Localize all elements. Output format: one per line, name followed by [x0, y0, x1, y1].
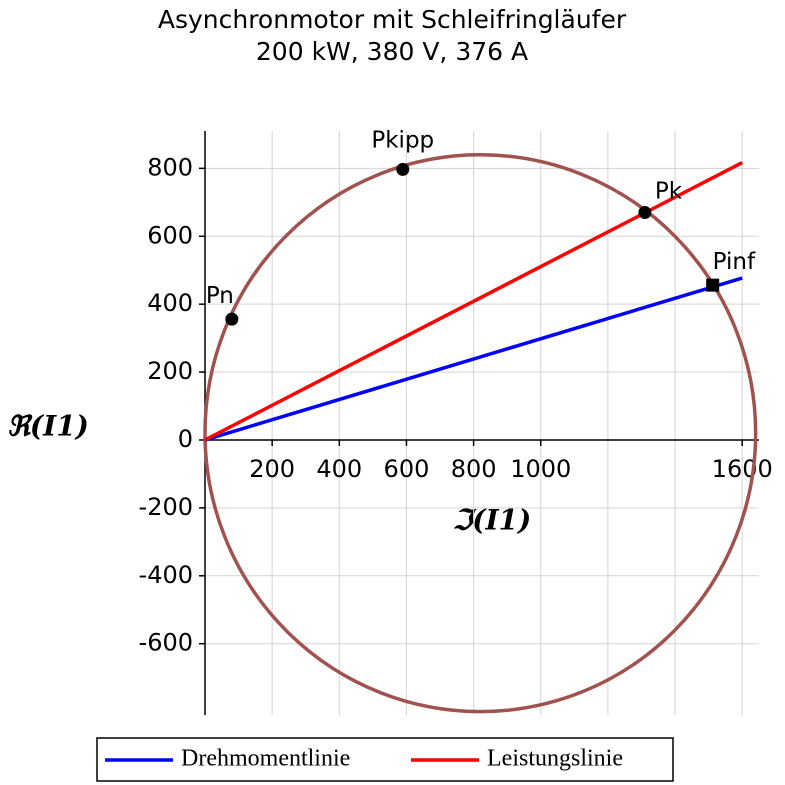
- y-tick-label: -400: [139, 561, 193, 589]
- y-tick-label: 400: [147, 289, 193, 317]
- point-marker: [225, 312, 239, 326]
- y-tick-label: 600: [147, 221, 193, 249]
- point-label: Pkipp: [371, 127, 434, 153]
- point-label: Pk: [655, 178, 683, 204]
- x-tick-label: 200: [249, 455, 295, 483]
- y-tick-label: 800: [147, 153, 193, 181]
- legend-label: Drehmomentlinie: [181, 746, 350, 772]
- chart-subtitle: 200 kW, 380 V, 376 A: [256, 37, 528, 66]
- point-marker: [396, 162, 410, 176]
- x-tick-label: 1600: [712, 455, 773, 483]
- y-tick-label: -600: [139, 629, 193, 657]
- legend-label: Leistungslinie: [487, 746, 623, 772]
- x-axis-label: ℑ(I1): [453, 504, 532, 537]
- series-line: [204, 276, 743, 442]
- x-tick-label: 1000: [510, 455, 571, 483]
- x-tick-label: 800: [451, 455, 497, 483]
- legend-box: [96, 737, 674, 782]
- series-line: [204, 161, 744, 442]
- point-marker: [638, 205, 652, 219]
- chart-title: Asynchronmotor mit Schleifringläufer: [158, 5, 627, 34]
- y-tick-label: -200: [139, 493, 193, 521]
- y-tick-label: 200: [147, 357, 193, 385]
- point-label: Pn: [206, 283, 234, 309]
- x-tick-label: 600: [384, 455, 430, 483]
- y-axis-label: ℜ(I1): [7, 410, 89, 443]
- x-tick-label: 400: [316, 455, 362, 483]
- circle-locus: [203, 153, 758, 714]
- point-label: Pinf: [713, 249, 756, 275]
- y-tick-label: 0: [178, 425, 193, 453]
- point-marker: [706, 278, 720, 292]
